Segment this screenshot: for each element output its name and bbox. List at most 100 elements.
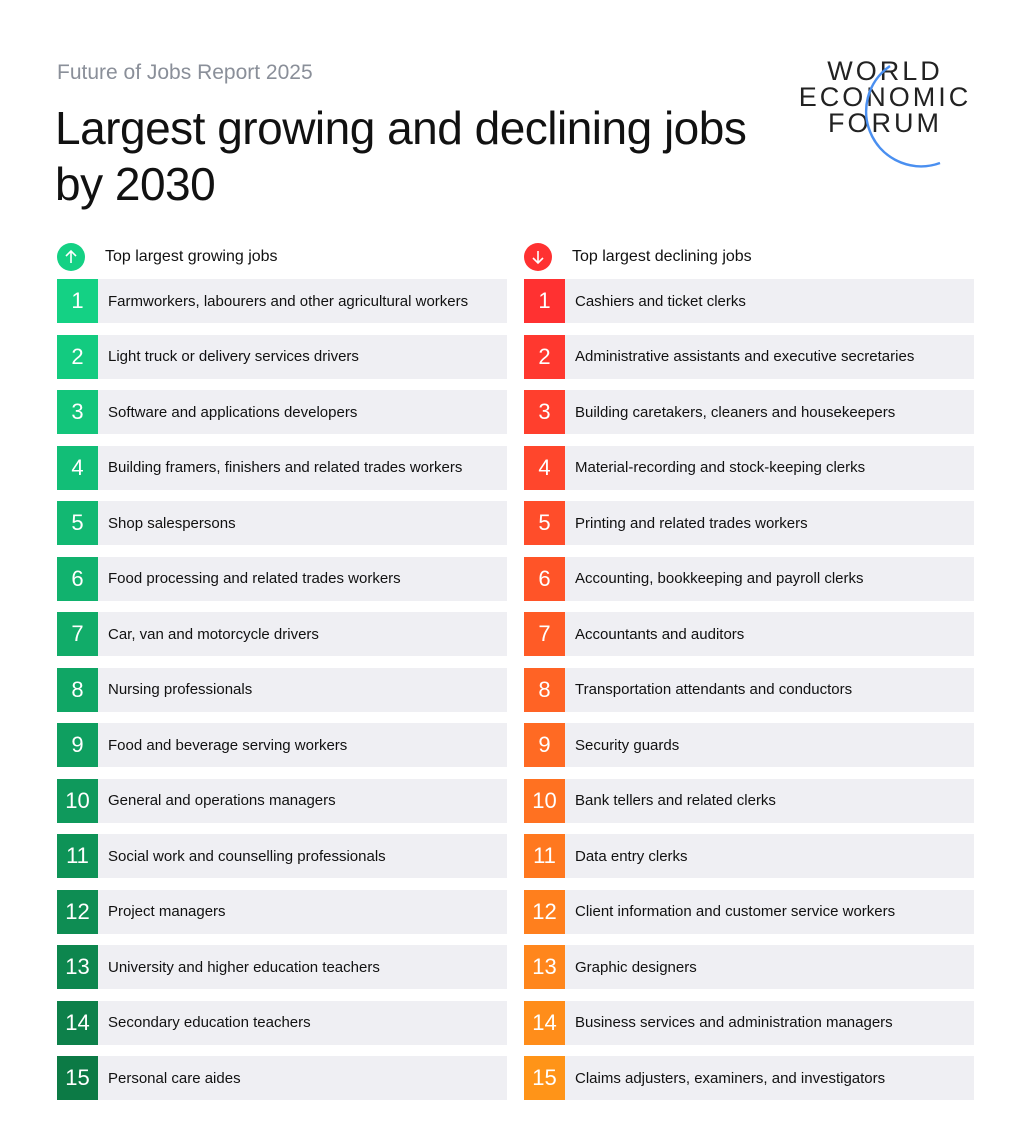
growing-job-row: 14 Secondary education teachers [57,1000,507,1045]
declining-job-row: 10 Bank tellers and related clerks [524,778,974,823]
logo-line: FORUM [828,108,942,138]
rank-number: 4 [57,445,98,490]
growing-jobs-header: Top largest growing jobs [57,240,507,274]
rank-number: 6 [524,556,565,601]
job-title: Data entry clerks [575,847,688,865]
job-title: Light truck or delivery services drivers [108,348,359,365]
rank-number: 3 [57,390,98,434]
declining-job-row: 9 Security guards [524,723,974,767]
logo-arc-icon [864,64,941,168]
job-title: Business services and administration man… [575,1014,893,1031]
growing-jobs-list: Top largest growing jobs 1 Farmworkers, l… [57,240,507,1100]
growing-job-row: 1 Farmworkers, labourers and other agricu… [57,279,507,323]
job-title: Social work and counselling professional… [108,847,386,865]
growing-job-row: 2 Light truck or delivery services driver… [57,334,507,379]
rank-number: 10 [57,778,98,823]
job-title: Administrative assistants and executive … [575,348,915,365]
job-title: Software and applications developers [108,403,358,421]
declining-jobs-header: Top largest declining jobs [524,240,974,274]
wef-logo: WORLD ECONOMIC FORUM [790,58,990,173]
rank-number: 10 [524,778,565,823]
page-title: Largest growing and declining jobs by 20… [55,102,747,210]
logo-line: ECONOMIC [798,82,972,112]
growing-job-row: 7 Car, van and motorcycle drivers [57,612,507,656]
declining-job-row: 2 Administrative assistants and executive… [524,334,974,379]
growing-job-row: 11 Social work and counselling profession… [57,834,507,878]
rank-number: 3 [524,390,565,434]
job-title: Claims adjusters, examiners, and investi… [575,1069,886,1087]
rank-number: 7 [524,612,565,656]
rank-number: 13 [524,945,565,989]
job-title: Accountants and auditors [575,625,745,643]
growing-job-row: 3 Software and applications developers [57,390,507,434]
arrow-down-icon [524,243,552,271]
job-title: Client information and customer service … [575,903,896,920]
job-title: Farmworkers, labourers and other agricul… [108,292,469,310]
report-subtitle: Future of Jobs Report 2025 [57,61,313,84]
rank-number: 5 [524,501,565,545]
rank-number: 11 [57,834,98,878]
rank-number: 15 [524,1056,565,1100]
declining-job-row: 8 Transportation attendants and conductor… [524,667,974,712]
rank-number: 11 [524,834,565,878]
rank-number: 1 [57,279,98,323]
rank-number: 8 [524,667,565,712]
rank-number: 4 [524,445,565,490]
rank-number: 9 [57,723,98,767]
job-title: Accounting, bookkeeping and payroll cler… [575,570,864,587]
growing-job-row: 15 Personal care aides [57,1056,507,1100]
job-title: Graphic designers [575,958,697,976]
declining-job-row: 7 Accountants and auditors [524,612,974,656]
declining-jobs-list: Top largest declining jobs 1 Cashiers and… [524,240,974,1100]
declining-job-row: 14 Business services and administration m… [524,1000,974,1045]
rank-number: 6 [57,556,98,601]
job-title: Secondary education teachers [108,1014,311,1031]
declining-job-row: 3 Building caretakers, cleaners and house… [524,390,974,434]
declining-job-row: 13 Graphic designers [524,945,974,989]
rank-number: 14 [524,1000,565,1045]
rank-number: 14 [57,1000,98,1045]
job-title: Building caretakers, cleaners and housek… [575,403,896,421]
declining-job-row: 5 Printing and related trades workers [524,501,974,545]
growing-job-row: 12 Project managers [57,889,507,934]
rank-number: 5 [57,501,98,545]
rank-number: 1 [524,279,565,323]
job-title: Building framers, finishers and related … [108,459,463,476]
job-title: Material-recording and stock-keeping cle… [575,459,866,476]
job-title: Food and beverage serving workers [108,736,348,754]
rank-number: 13 [57,945,98,989]
rank-number: 12 [524,889,565,934]
job-title: Cashiers and ticket clerks [575,292,746,310]
declining-job-row: 1 Cashiers and ticket clerks [524,279,974,323]
job-title: General and operations managers [108,792,336,809]
growing-job-row: 8 Nursing professionals [57,667,507,712]
job-title: Printing and related trades workers [575,514,808,532]
arrow-up-icon [57,243,85,271]
rank-number: 2 [57,334,98,379]
declining-job-row: 11 Data entry clerks [524,834,974,878]
rank-number: 12 [57,889,98,934]
job-title: Security guards [575,736,680,754]
growing-jobs-label: Top largest growing jobs [105,248,278,265]
growing-job-row: 6 Food processing and related trades work… [57,556,507,601]
declining-job-row: 6 Accounting, bookkeeping and payroll cle… [524,556,974,601]
growing-job-row: 5 Shop salespersons [57,501,507,545]
declining-job-row: 15 Claims adjusters, examiners, and inves… [524,1056,974,1100]
job-title: Food processing and related trades worke… [108,570,401,587]
declining-job-row: 4 Material-recording and stock-keeping cl… [524,445,974,490]
growing-job-row: 9 Food and beverage serving workers [57,723,507,767]
job-title: Nursing professionals [108,681,253,698]
declining-jobs-label: Top largest declining jobs [572,248,752,265]
job-title: Bank tellers and related clerks [575,792,776,809]
rank-number: 2 [524,334,565,379]
job-title: Shop salespersons [108,514,236,532]
growing-job-row: 10 General and operations managers [57,778,507,823]
growing-job-row: 13 University and higher education teache… [57,945,507,989]
job-title: Transportation attendants and conductors [575,681,853,698]
rank-number: 9 [524,723,565,767]
rank-number: 7 [57,612,98,656]
rank-number: 15 [57,1056,98,1100]
job-title: Car, van and motorcycle drivers [108,625,319,643]
job-title: Project managers [108,903,226,920]
growing-job-row: 4 Building framers, finishers and related… [57,445,507,490]
